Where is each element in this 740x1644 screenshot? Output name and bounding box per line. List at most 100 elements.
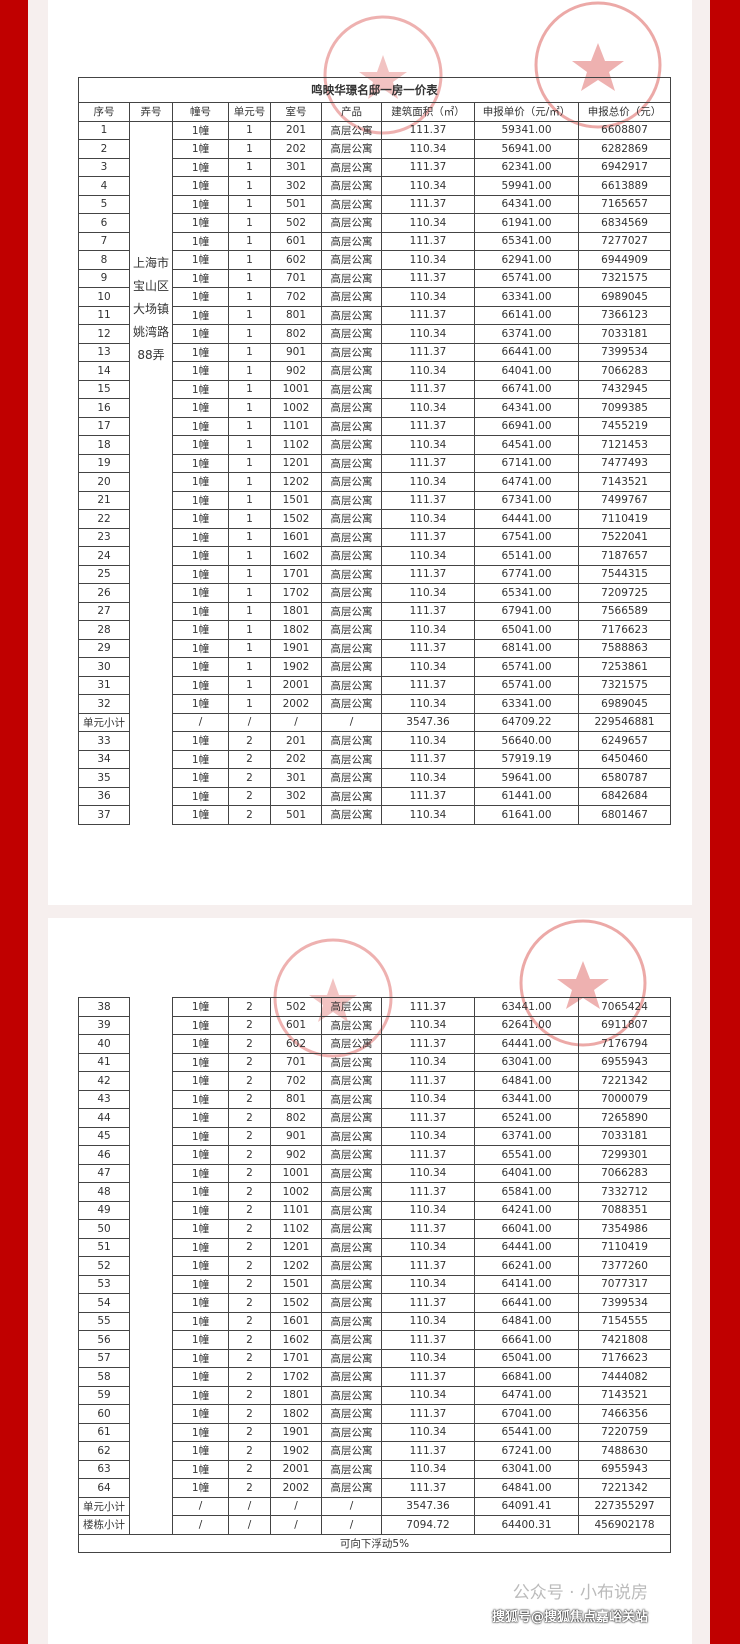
table-row: 48 1幢 2 1002 高层公寓 111.37 65841.00 7332712 [78, 1182, 671, 1202]
cell-total-price: 7187657 [577, 546, 672, 566]
cell-seq: 64 [78, 1478, 130, 1498]
cell-total-price: 227355297 [578, 1496, 671, 1516]
cell-area: 111.37 [381, 194, 475, 214]
cell-building: 1幢 [172, 749, 229, 769]
cell-total-price: 7143521 [577, 472, 672, 492]
cell-unit-price: 66641.00 [474, 1330, 579, 1350]
cell-unit: 2 [228, 1015, 271, 1035]
cell-area: 111.37 [381, 120, 475, 140]
cell-product: 高层公寓 [321, 1200, 382, 1220]
cell-seq: 2 [78, 139, 130, 159]
cell-area: 110.34 [381, 768, 475, 788]
cell-area: 110.34 [381, 657, 475, 677]
cell-building: 1幢 [172, 250, 229, 270]
cell-room: 701 [270, 268, 322, 288]
cell-area: 111.37 [381, 749, 475, 769]
cell-building: 1幢 [172, 1422, 229, 1442]
cell-seq: 59 [78, 1385, 130, 1405]
cell-seq: 34 [78, 749, 130, 769]
cell-building: 1幢 [172, 675, 229, 695]
table-row: 61 1幢 2 1901 高层公寓 110.34 65441.00 7220759 [78, 1422, 671, 1442]
cell-seq: 49 [78, 1200, 130, 1220]
table-row: 3 1幢 1 301 高层公寓 111.37 62341.00 6942917 [78, 157, 672, 177]
cell-building: 1幢 [172, 194, 229, 214]
cell-unit: 2 [228, 1478, 271, 1498]
cell-area: 110.34 [381, 546, 475, 566]
column-header: 单元号 [228, 102, 271, 122]
cell-seq: 42 [78, 1071, 130, 1091]
cell-total-price: 7253861 [577, 657, 672, 677]
table-row: 9 1幢 1 701 高层公寓 111.37 65741.00 7321575 [78, 268, 672, 288]
cell-unit: 1 [228, 453, 271, 473]
cell-building: 1幢 [172, 435, 229, 455]
cell-total-price: 7466356 [578, 1404, 671, 1424]
cell-unit: 1 [228, 472, 271, 492]
cell-unit-price: 64141.00 [474, 1274, 579, 1294]
cell-total-price: 6989045 [577, 694, 672, 714]
cell-building: 1幢 [172, 997, 229, 1017]
cell-unit-price: 64041.00 [474, 361, 579, 381]
cell-product: 高层公寓 [321, 250, 382, 270]
cell-room: 702 [270, 287, 322, 307]
cell-seq: 37 [78, 805, 130, 825]
cell-unit-price: 67541.00 [474, 527, 579, 547]
cell-unit-price: 63041.00 [474, 1459, 579, 1479]
cell-product: / [321, 1496, 382, 1516]
cell-unit-price: 67141.00 [474, 453, 579, 473]
cell-building: 1幢 [172, 305, 229, 325]
cell-product: 高层公寓 [321, 1071, 382, 1091]
table-row: 35 1幢 2 301 高层公寓 110.34 59641.00 6580787 [78, 768, 672, 788]
cell-building: 1幢 [172, 1478, 229, 1498]
cell-seq: 12 [78, 324, 130, 344]
cell-total-price: 7421808 [578, 1330, 671, 1350]
cell-room: 801 [270, 1089, 322, 1109]
cell-seq: 45 [78, 1126, 130, 1146]
cell-seq: 57 [78, 1348, 130, 1368]
cell-seq: 单元小计 [78, 1496, 130, 1516]
cell-product: 高层公寓 [321, 1052, 382, 1072]
cell-seq: 47 [78, 1163, 130, 1183]
cell-room: 1201 [270, 1237, 322, 1257]
cell-total-price: 7277027 [577, 231, 672, 251]
cell-seq: 5 [78, 194, 130, 214]
cell-total-price: 7522041 [577, 527, 672, 547]
cell-product: 高层公寓 [321, 1034, 382, 1054]
cell-seq: 51 [78, 1237, 130, 1257]
cell-area: 110.34 [381, 731, 475, 751]
cell-seq: 15 [78, 379, 130, 399]
cell-room: 1801 [270, 601, 322, 621]
cell-seq: 36 [78, 786, 130, 806]
cell-unit-price: 63441.00 [474, 997, 579, 1017]
cell-product: 高层公寓 [321, 1459, 382, 1479]
table-row: 13 1幢 1 901 高层公寓 111.37 66441.00 7399534 [78, 342, 672, 362]
table-row: 34 1幢 2 202 高层公寓 111.37 57919.19 6450460 [78, 749, 672, 769]
cell-unit: 2 [228, 805, 271, 825]
cell-seq: 25 [78, 564, 130, 584]
cell-area: 110.34 [381, 509, 475, 529]
cell-unit-price: 64441.00 [474, 509, 579, 529]
table-row: 26 1幢 1 1702 高层公寓 110.34 65341.00 7209725 [78, 583, 672, 603]
cell-seq: 18 [78, 435, 130, 455]
cell-area: 111.37 [381, 231, 475, 251]
cell-unit: 1 [228, 416, 271, 436]
cell-room: 202 [270, 139, 322, 159]
cell-area: 111.37 [381, 1367, 475, 1387]
cell-area: 110.34 [381, 435, 475, 455]
cell-unit-price: 66941.00 [474, 416, 579, 436]
cell-total-price: 7066283 [578, 1163, 671, 1183]
cell-area: 110.34 [381, 324, 475, 344]
cell-unit: 1 [228, 657, 271, 677]
cell-building: 1幢 [172, 398, 229, 418]
cell-building: 1幢 [172, 120, 229, 140]
cell-unit-price: 64441.00 [474, 1237, 579, 1257]
cell-product: 高层公寓 [321, 527, 382, 547]
cell-seq: 48 [78, 1182, 130, 1202]
cell-building: 1幢 [172, 157, 229, 177]
cell-building: 1幢 [172, 657, 229, 677]
cell-building: / [172, 1496, 229, 1516]
cell-room: 902 [270, 361, 322, 381]
cell-unit-price: 64541.00 [474, 435, 579, 455]
cell-unit-price: 64241.00 [474, 1200, 579, 1220]
cell-room: 302 [270, 786, 322, 806]
cell-product: / [321, 712, 382, 732]
